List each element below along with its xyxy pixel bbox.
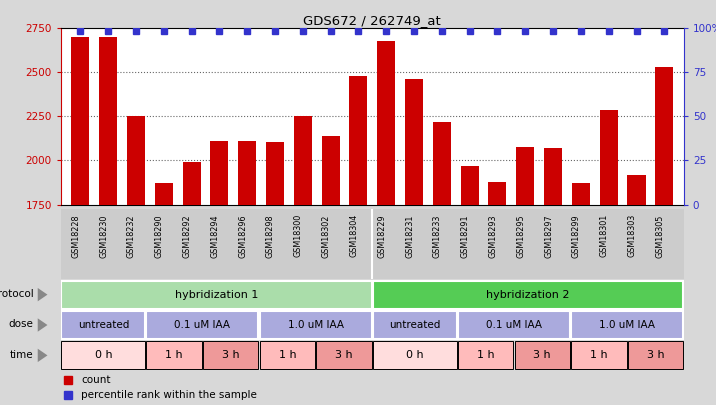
Text: dose: dose [9,320,34,329]
Text: GSM18290: GSM18290 [155,214,164,258]
Polygon shape [38,318,47,332]
Text: 3 h: 3 h [647,350,664,360]
Bar [321,136,339,205]
Bar [515,341,570,369]
Title: GDS672 / 262749_at: GDS672 / 262749_at [304,14,441,27]
Bar [99,37,117,205]
Text: 0 h: 0 h [95,350,112,360]
Text: GSM18231: GSM18231 [405,214,414,258]
Bar [155,183,173,205]
Text: GSM18305: GSM18305 [655,214,664,258]
Bar [266,142,284,205]
Bar [544,148,562,205]
Bar [377,40,395,205]
Bar [628,341,683,369]
Bar [183,162,200,205]
Text: GSM18304: GSM18304 [349,214,359,258]
Text: 0 h: 0 h [406,350,424,360]
Text: 1 h: 1 h [590,350,608,360]
Bar [516,147,534,205]
Bar [260,311,372,339]
Text: GSM18295: GSM18295 [516,214,526,258]
Bar [62,341,145,369]
Text: GSM18299: GSM18299 [572,214,581,258]
Text: time: time [10,350,34,360]
Text: untreated: untreated [389,320,440,330]
Text: untreated: untreated [77,320,129,330]
Polygon shape [38,288,47,301]
Text: 1 h: 1 h [279,350,296,360]
Bar [571,311,683,339]
Text: protocol: protocol [0,289,34,299]
Text: hybridization 1: hybridization 1 [175,290,258,300]
Text: GSM18229: GSM18229 [377,214,386,258]
Text: GSM18298: GSM18298 [266,214,275,258]
Bar [655,67,673,205]
Bar [458,311,570,339]
Text: GSM18293: GSM18293 [488,214,498,258]
Text: 1 h: 1 h [477,350,494,360]
Text: percentile rank within the sample: percentile rank within the sample [82,390,257,401]
Bar [432,122,451,205]
Bar [294,115,312,205]
Text: GSM18292: GSM18292 [183,214,192,258]
Bar [147,311,258,339]
Bar [373,311,457,339]
Bar [572,183,590,205]
Text: 3 h: 3 h [222,350,240,360]
Bar [316,341,372,369]
Text: GSM18303: GSM18303 [627,214,637,258]
Bar [62,281,372,309]
Text: 1 h: 1 h [165,350,183,360]
Text: GSM18300: GSM18300 [294,214,303,258]
Bar [458,341,513,369]
Text: GSM18230: GSM18230 [99,214,108,258]
Bar [349,76,367,205]
Text: GSM18296: GSM18296 [238,214,247,258]
Bar [72,37,90,205]
Bar [203,341,258,369]
Text: count: count [82,375,111,385]
Bar [373,341,457,369]
Bar [627,175,646,205]
Text: 1.0 uM IAA: 1.0 uM IAA [288,320,344,330]
Bar [260,341,315,369]
Text: GSM18233: GSM18233 [433,214,442,258]
Bar [211,141,228,205]
Bar [147,341,202,369]
Text: GSM18228: GSM18228 [72,214,80,258]
Text: GSM18302: GSM18302 [321,214,331,258]
Bar [405,79,423,205]
Text: GSM18294: GSM18294 [211,214,219,258]
Text: hybridization 2: hybridization 2 [486,290,570,300]
Text: 0.1 uM IAA: 0.1 uM IAA [486,320,542,330]
Text: GSM18232: GSM18232 [127,214,136,258]
Bar [571,341,626,369]
Text: 0.1 uM IAA: 0.1 uM IAA [175,320,231,330]
Bar [62,311,145,339]
Bar [127,116,145,205]
Bar [460,166,479,205]
Text: GSM18301: GSM18301 [600,214,609,258]
Bar [238,141,256,205]
Text: GSM18297: GSM18297 [544,214,553,258]
Text: 3 h: 3 h [533,350,551,360]
Bar [373,281,683,309]
Bar [600,110,618,205]
Text: 1.0 uM IAA: 1.0 uM IAA [599,320,655,330]
Text: 3 h: 3 h [335,350,353,360]
Bar [488,181,506,205]
Text: GSM18291: GSM18291 [460,214,470,258]
Polygon shape [38,349,47,362]
